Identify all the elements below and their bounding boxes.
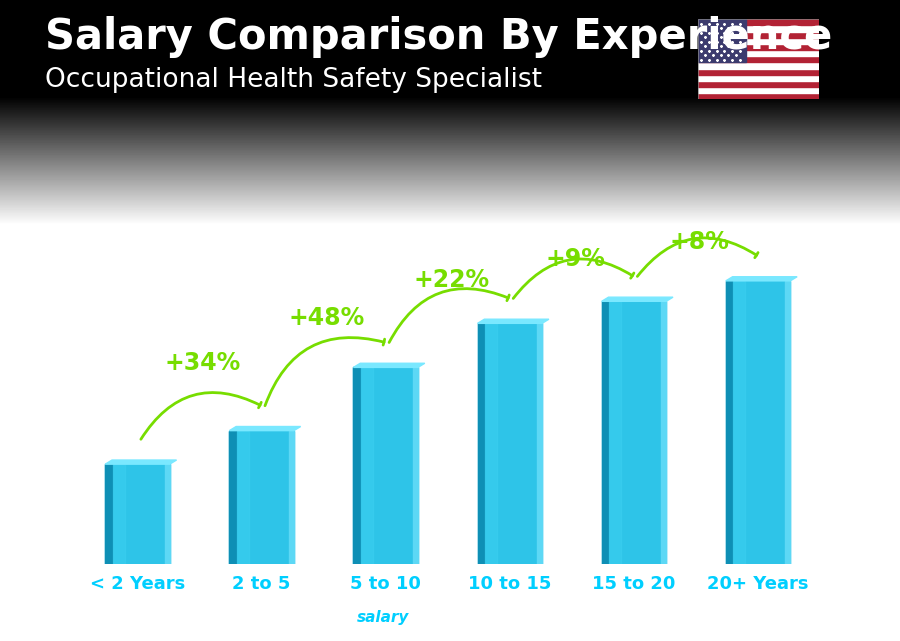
Bar — [698, 44, 819, 50]
Bar — [698, 75, 819, 81]
Text: +48%: +48% — [289, 306, 365, 330]
Text: Average Yearly Salary: Average Yearly Salary — [863, 337, 874, 458]
Text: 84,800 USD: 84,800 USD — [183, 410, 278, 425]
Text: +9%: +9% — [545, 247, 605, 272]
Text: +22%: +22% — [413, 268, 490, 292]
Bar — [698, 62, 819, 69]
Bar — [537, 323, 542, 564]
Bar — [734, 281, 745, 564]
Bar — [698, 56, 819, 62]
Bar — [698, 50, 819, 56]
Bar — [698, 38, 819, 44]
Polygon shape — [602, 297, 673, 301]
Bar — [602, 301, 666, 564]
Bar — [354, 367, 418, 564]
Bar — [478, 323, 484, 564]
Bar — [698, 87, 819, 93]
Polygon shape — [478, 319, 549, 323]
Text: 167,000 USD: 167,000 USD — [550, 281, 655, 296]
Bar — [725, 281, 790, 564]
Text: Salary Comparison By Experience: Salary Comparison By Experience — [45, 16, 832, 58]
Bar — [478, 323, 542, 564]
Polygon shape — [105, 460, 176, 464]
Bar — [105, 464, 112, 564]
Bar — [698, 19, 746, 62]
Text: salary: salary — [357, 610, 410, 625]
Bar — [661, 301, 666, 564]
Text: Occupational Health Safety Specialist: Occupational Health Safety Specialist — [45, 67, 542, 94]
Text: +8%: +8% — [670, 230, 729, 254]
Bar — [698, 93, 819, 99]
Polygon shape — [354, 363, 425, 367]
Bar — [354, 367, 360, 564]
Text: +34%: +34% — [165, 351, 241, 376]
Bar — [698, 81, 819, 87]
Bar — [112, 464, 124, 564]
Bar — [602, 301, 608, 564]
Bar — [165, 464, 170, 564]
Bar — [361, 367, 373, 564]
Bar — [698, 69, 819, 75]
Bar — [698, 26, 819, 31]
Bar — [289, 431, 293, 564]
Bar — [485, 323, 497, 564]
Bar — [609, 301, 621, 564]
Bar — [698, 31, 819, 38]
Polygon shape — [230, 426, 301, 431]
Bar — [230, 431, 293, 564]
Text: 180,000 USD: 180,000 USD — [712, 260, 817, 275]
Text: 63,500 USD: 63,500 USD — [55, 444, 150, 458]
Bar — [413, 367, 418, 564]
Bar — [105, 464, 170, 564]
Bar — [698, 19, 819, 26]
Polygon shape — [725, 277, 797, 281]
Text: explorer.com: explorer.com — [410, 610, 509, 625]
Bar — [725, 281, 733, 564]
Bar — [237, 431, 248, 564]
Bar — [785, 281, 790, 564]
Text: 153,000 USD: 153,000 USD — [427, 303, 531, 317]
Text: 125,000 USD: 125,000 USD — [302, 347, 408, 362]
Bar — [230, 431, 236, 564]
